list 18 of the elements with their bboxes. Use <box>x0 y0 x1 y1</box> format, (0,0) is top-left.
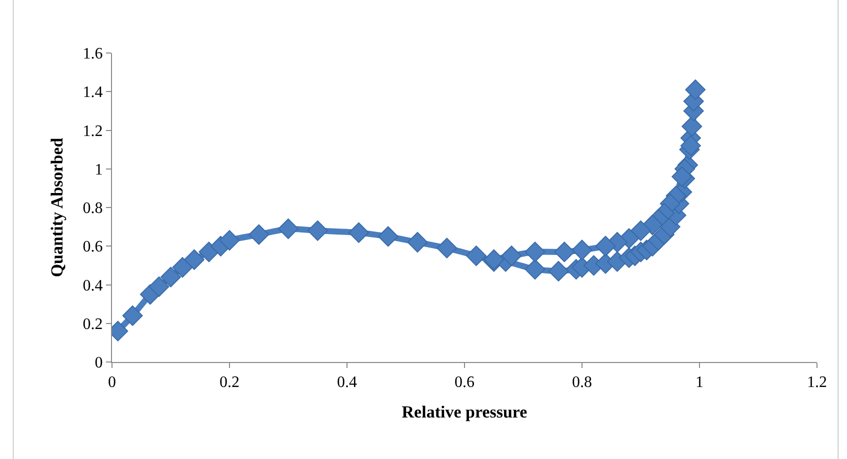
x-tick-label: 0.8 <box>572 374 592 392</box>
y-tick-label: 0.8 <box>82 200 103 218</box>
y-tick-label: 1.6 <box>82 46 103 63</box>
y-tick-label: 1.4 <box>82 84 103 102</box>
y-tick-label: 0.4 <box>82 277 103 294</box>
x-tick-label: 1 <box>696 374 704 392</box>
y-tick-label: 0 <box>94 354 103 372</box>
x-tick-label: 0.2 <box>220 374 240 392</box>
x-tick-label: 0.4 <box>337 374 357 392</box>
x-tick-label: 0.6 <box>454 374 474 392</box>
y-tick-label: 0.6 <box>82 238 103 256</box>
x-tick-label: 0 <box>108 374 116 392</box>
x-axis-title: Relative pressure <box>402 402 528 422</box>
x-tick-label: 1.2 <box>807 374 827 392</box>
y-tick-label: 0.2 <box>82 316 103 333</box>
y-tick-label: 1 <box>94 161 103 178</box>
y-axis-title: Quantity Absorbed <box>47 137 66 278</box>
y-tick-label: 1.2 <box>82 122 103 140</box>
